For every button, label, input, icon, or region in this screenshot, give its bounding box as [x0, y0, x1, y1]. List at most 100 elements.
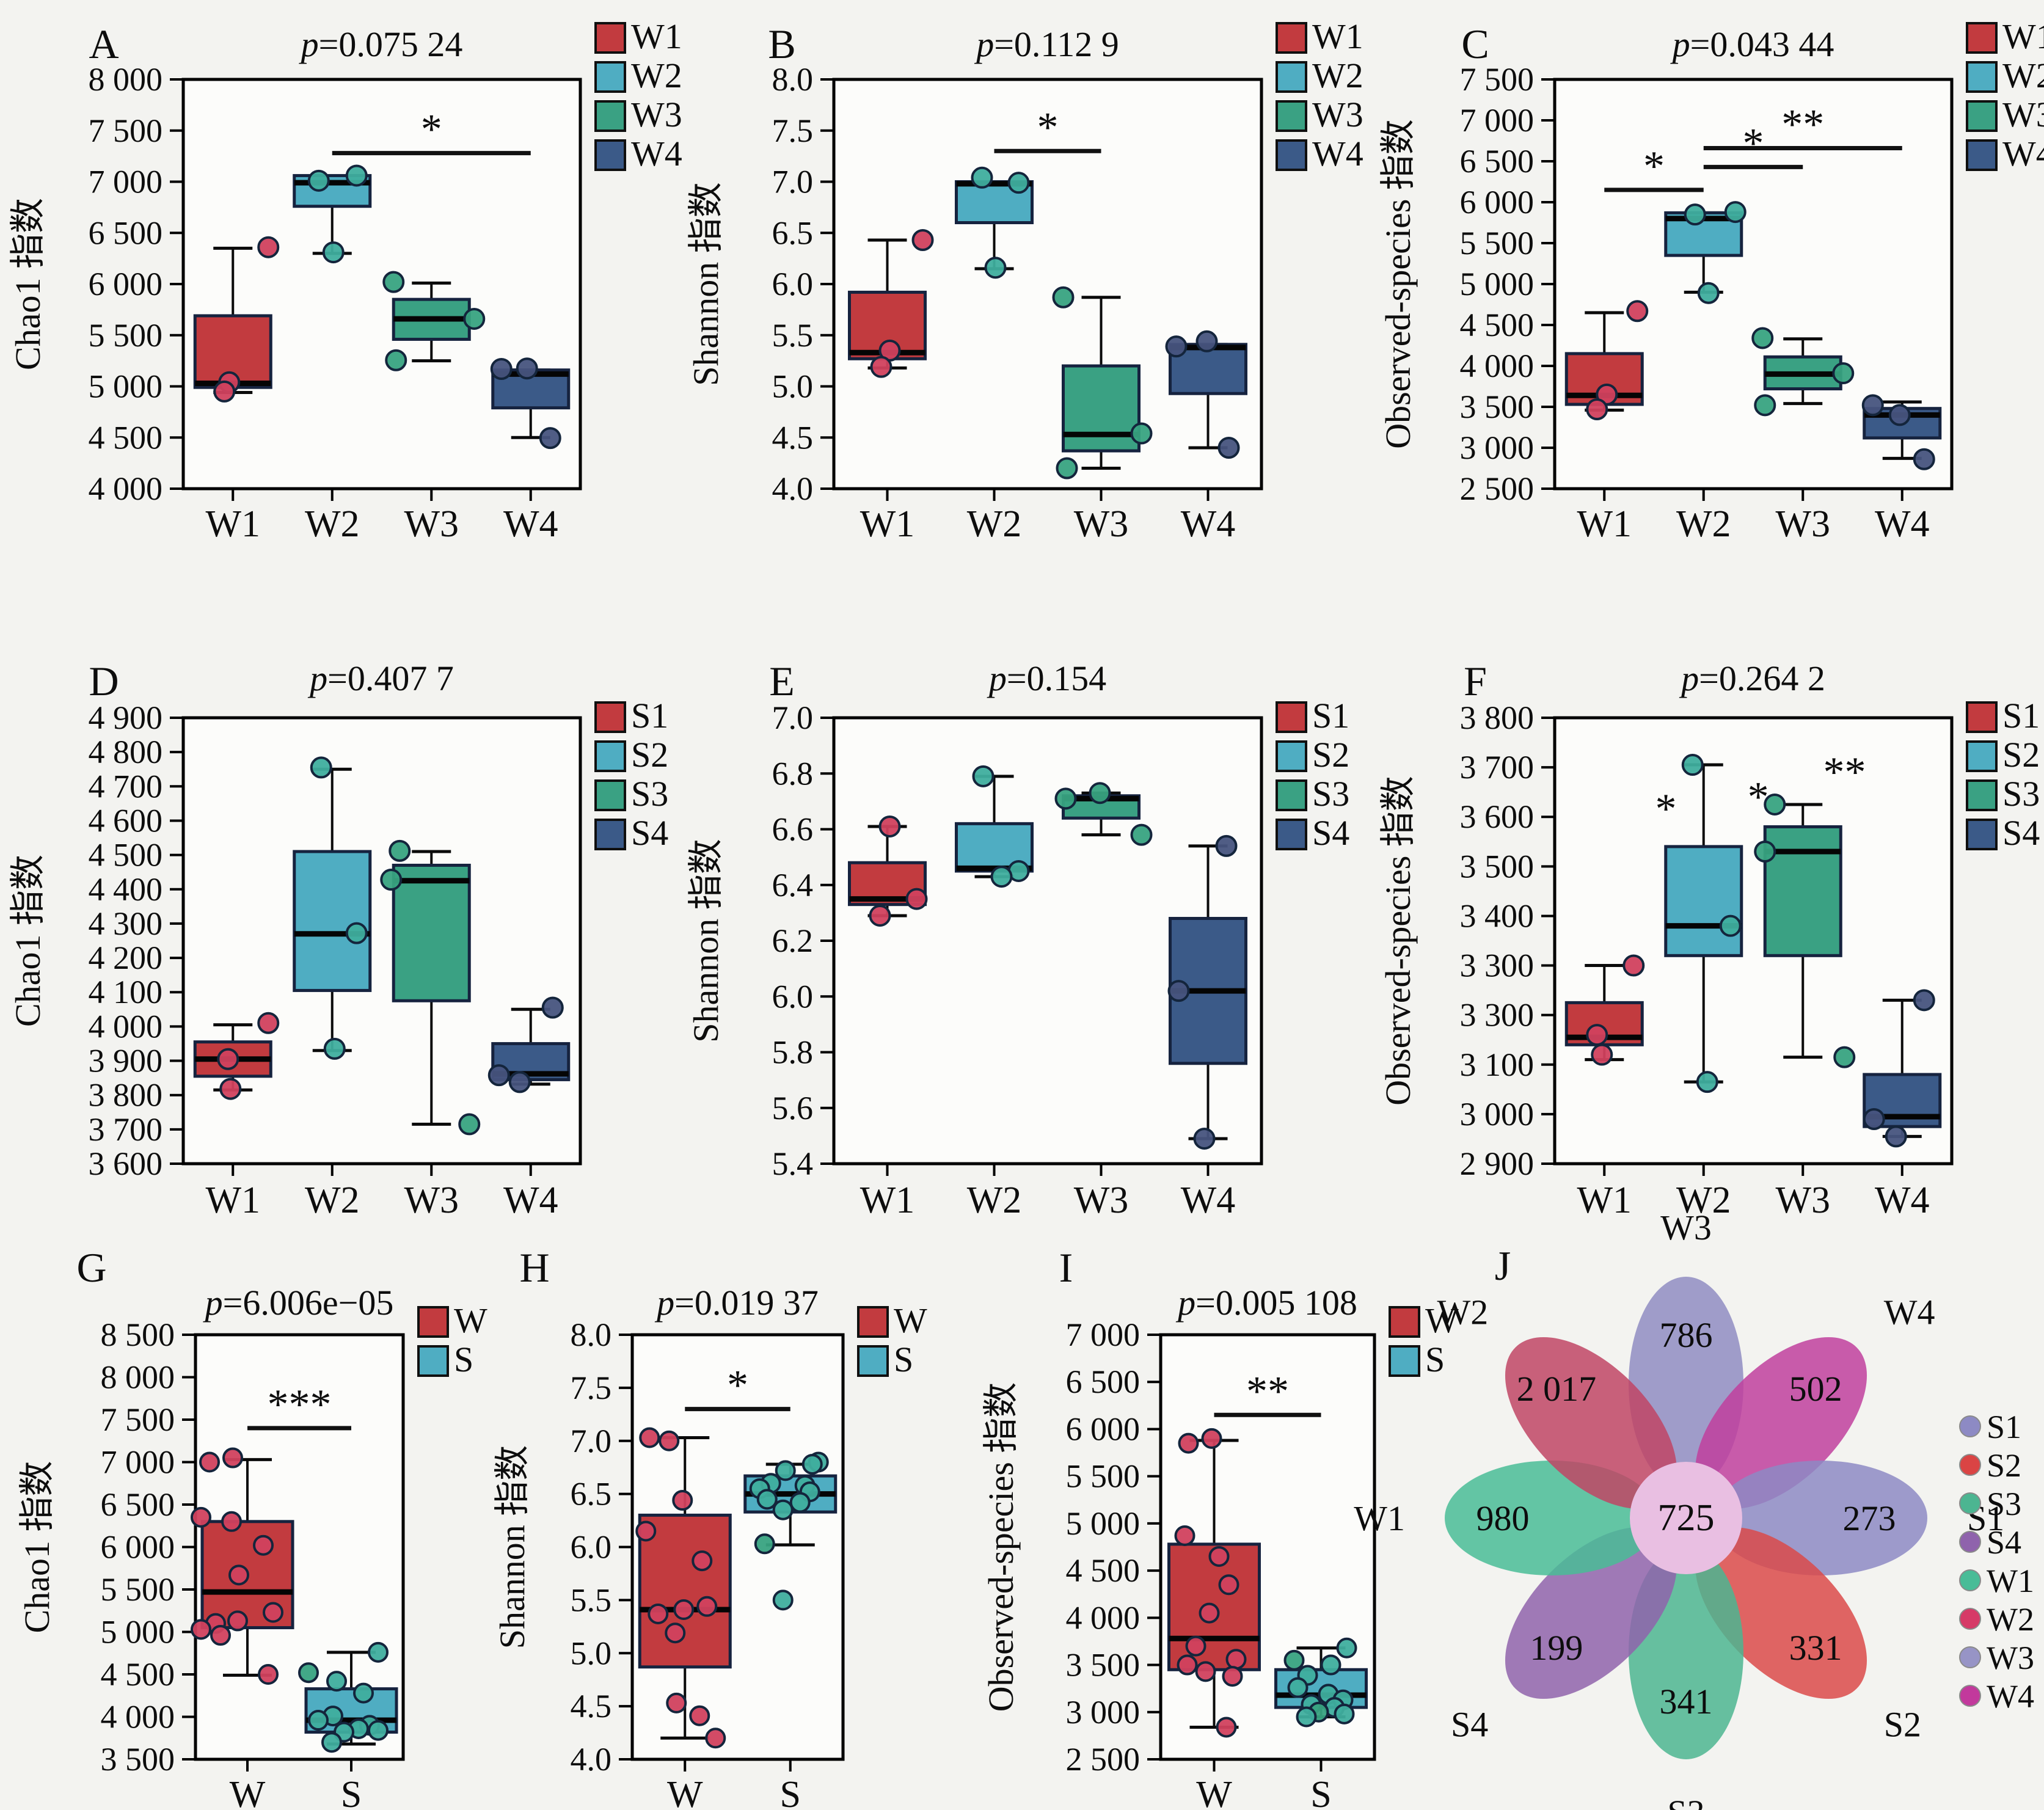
data-point	[321, 1732, 342, 1753]
x-tick-label: W4	[1181, 1180, 1236, 1221]
legend-swatch-s3	[1966, 779, 1998, 811]
legend-label: S4	[1312, 813, 1349, 853]
chart-g: Gp=6.006e−05 3 500 4 000 4 500 5 000 5 500 6 0…	[17, 1244, 487, 1810]
significance-label: ***	[268, 1381, 332, 1428]
significance-label: **	[1823, 749, 1866, 796]
box-group-w4	[1165, 330, 1247, 459]
data-point	[665, 1622, 686, 1644]
legend-swatch-s	[857, 1345, 889, 1377]
legend-label: S4	[2002, 813, 2040, 853]
y-tick-label: 4 000	[1460, 348, 1535, 384]
legend-label: S3	[1987, 1486, 2021, 1522]
y-tick-label: 4 800	[89, 734, 163, 770]
y-tick-label: 5 000	[101, 1614, 175, 1651]
y-tick-label: 4 400	[89, 871, 163, 908]
data-point	[541, 996, 564, 1019]
data-point	[191, 1619, 211, 1640]
x-tick-label: W	[1196, 1774, 1232, 1810]
data-point	[345, 922, 368, 944]
data-point	[199, 1451, 220, 1473]
y-tick-label: 6.0	[772, 978, 814, 1015]
significance-label: *	[1643, 143, 1665, 190]
y-tick-label: 5 500	[89, 317, 163, 354]
box-group-w1	[1564, 300, 1649, 421]
significance-label: *	[1748, 773, 1769, 820]
y-axis-label: Observed-species 指数	[1378, 776, 1418, 1106]
y-tick-label: 5.0	[772, 368, 814, 405]
data-point	[1217, 437, 1240, 459]
y-tick-label: 4 500	[1066, 1552, 1141, 1589]
data-point	[1586, 1024, 1608, 1046]
y-tick-label: 4 200	[89, 940, 163, 976]
x-tick-label: W1	[1577, 503, 1632, 545]
y-tick-label: 6.0	[571, 1529, 612, 1566]
data-point	[1195, 1661, 1216, 1682]
data-point	[1167, 980, 1190, 1002]
y-tick-label: 4 000	[101, 1699, 175, 1735]
x-tick-label: W1	[860, 1180, 915, 1221]
legend-label: S4	[631, 813, 668, 853]
panel-letter: B	[768, 21, 795, 67]
data-point	[689, 1705, 710, 1726]
box-group-w4	[1863, 989, 1942, 1148]
legend-swatch-w2	[1276, 61, 1307, 93]
legend-swatch-w1	[1276, 22, 1307, 54]
legend-swatch-s2	[594, 740, 626, 772]
y-tick-label: 8 000	[89, 61, 163, 98]
data-point	[635, 1520, 657, 1542]
petal-count-s3: 341	[1660, 1682, 1713, 1721]
y-tick-label: 4 500	[1460, 307, 1535, 343]
y-tick-label: 3 600	[1460, 798, 1535, 835]
y-tick-label: 8.0	[571, 1316, 612, 1353]
x-tick-label: W3	[404, 1180, 459, 1221]
data-point	[1696, 1071, 1718, 1093]
y-tick-label: 5.4	[772, 1145, 814, 1182]
legend-label: S1	[1987, 1409, 2021, 1445]
y-tick-label: 4 100	[89, 974, 163, 1010]
box-group-w2	[293, 164, 372, 264]
legend-swatch-w1	[1966, 22, 1998, 54]
y-axis-label: Chao1 指数	[17, 1461, 57, 1633]
legend-label: S2	[631, 735, 668, 775]
data-point	[772, 1499, 794, 1520]
data-point	[1697, 282, 1720, 304]
petal-count-w1: 980	[1476, 1498, 1530, 1538]
data-point	[353, 1682, 374, 1704]
legend-swatch-w4	[1276, 139, 1307, 171]
data-point	[217, 1048, 239, 1070]
y-axis-label: Shannon 指数	[492, 1445, 532, 1649]
y-tick-label: 6 500	[89, 214, 163, 251]
data-point	[692, 1550, 713, 1572]
data-point	[380, 869, 403, 891]
data-point	[1861, 394, 1884, 417]
x-tick-label: S	[1310, 1774, 1331, 1810]
data-point	[1193, 1127, 1216, 1150]
legend-swatch-s2	[1276, 740, 1307, 772]
data-point	[263, 1602, 283, 1623]
y-tick-label: 5 500	[1460, 225, 1535, 261]
x-tick-label: W4	[1181, 503, 1236, 545]
data-point	[308, 1710, 329, 1731]
y-tick-label: 7 500	[89, 112, 163, 149]
petal-count-w2: 2 017	[1517, 1369, 1597, 1409]
box	[1763, 825, 1842, 957]
data-point	[1586, 398, 1608, 421]
data-point	[801, 1453, 823, 1475]
legend-swatch-s1	[1966, 701, 1998, 733]
legend-label: S1	[631, 696, 668, 735]
data-point	[307, 169, 330, 192]
data-point	[1130, 422, 1153, 445]
legend-label: S2	[2002, 735, 2040, 775]
panel-letter: A	[89, 21, 119, 67]
data-point	[1089, 782, 1111, 805]
data-point	[870, 356, 892, 378]
box-group-w4	[1861, 394, 1942, 470]
data-point	[659, 1430, 680, 1451]
y-tick-label: 5 500	[1066, 1458, 1141, 1495]
legend-label: S2	[1987, 1447, 2021, 1484]
box-group-w2	[1664, 201, 1747, 304]
y-tick-label: 7 000	[89, 164, 163, 200]
data-point	[672, 1490, 693, 1511]
